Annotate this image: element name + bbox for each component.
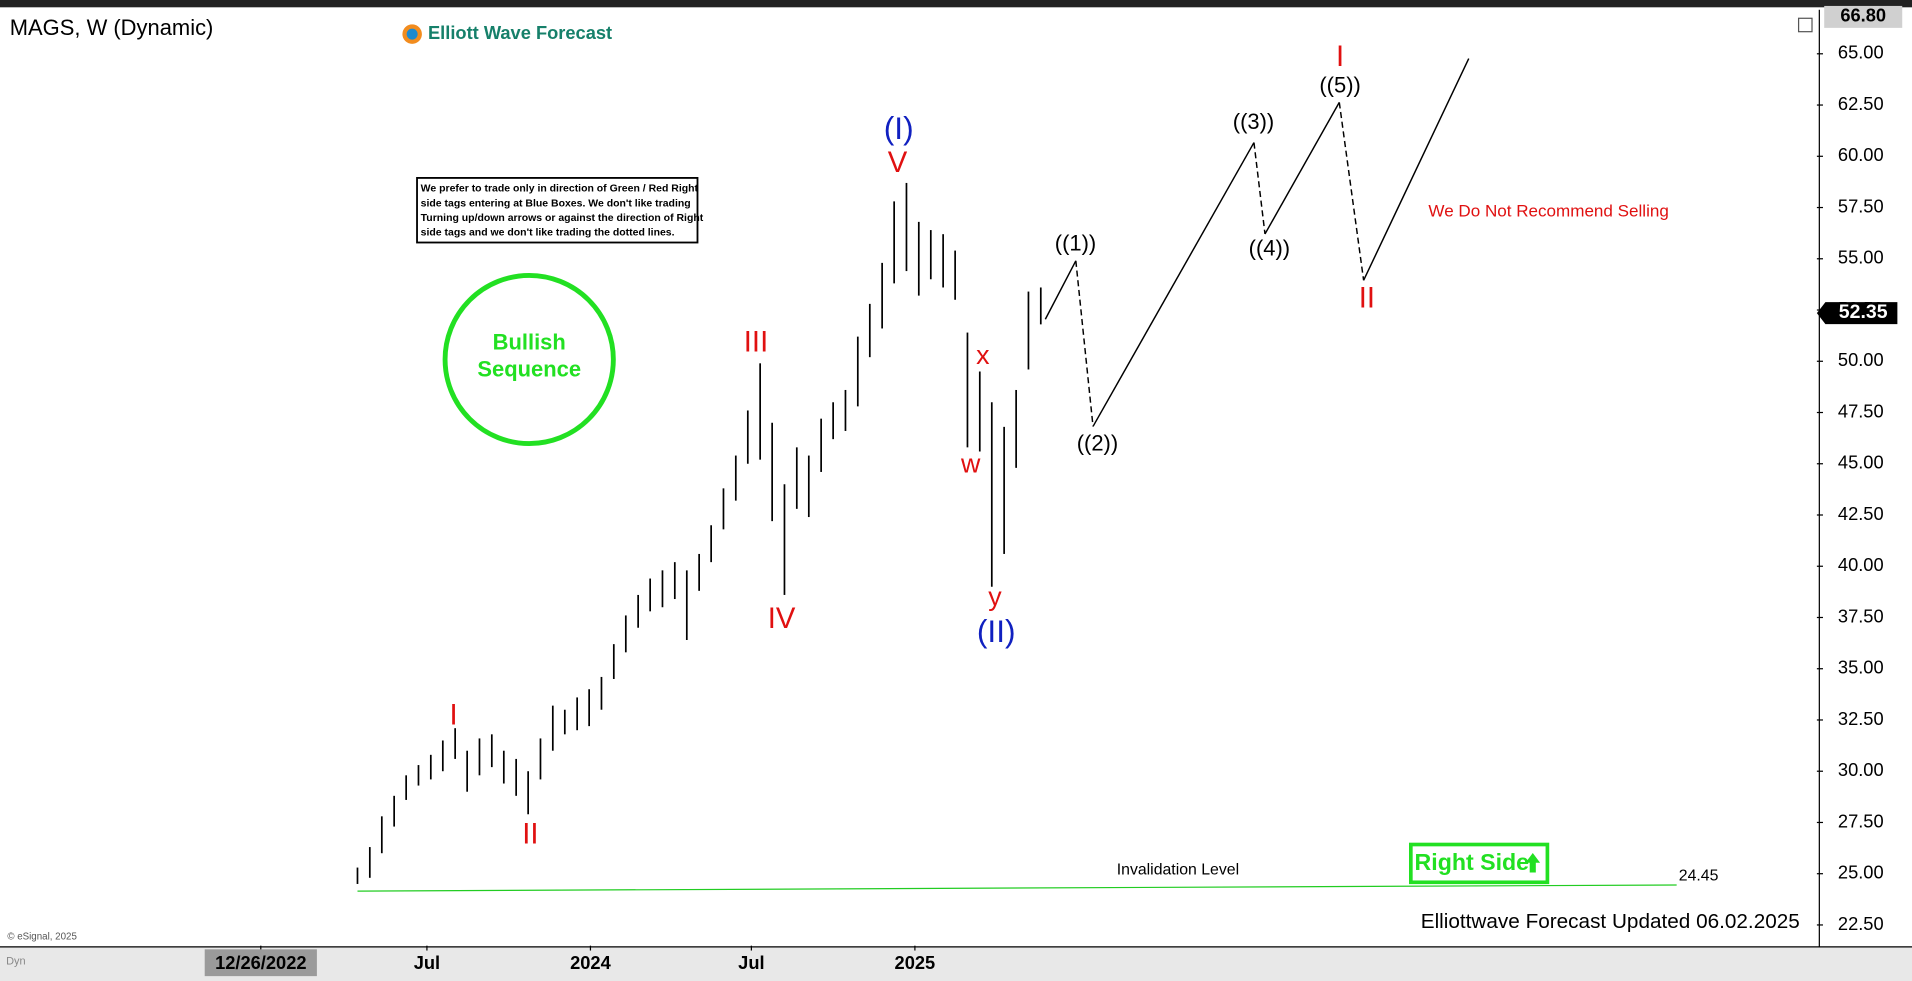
projection-segment xyxy=(1075,260,1094,427)
y-tick-label: 65.00 xyxy=(1838,42,1884,63)
projection-segment xyxy=(1338,102,1365,281)
top-frame xyxy=(0,0,1912,8)
x-tick-label: 2025 xyxy=(895,952,936,973)
wave-label: y xyxy=(988,581,1002,611)
y-tick-label: 45.00 xyxy=(1838,452,1884,473)
brand: Elliott Wave Forecast xyxy=(428,22,612,43)
wave-label: ((4)) xyxy=(1249,236,1290,261)
wave-label: IV xyxy=(768,603,796,635)
y-tick-label: 30.00 xyxy=(1838,759,1884,780)
top-marker-label: 66.80 xyxy=(1840,5,1886,26)
y-tick-label: 22.50 xyxy=(1838,913,1884,934)
badge: Bullish Sequence xyxy=(477,329,581,381)
wave-label: w xyxy=(960,449,981,479)
y-tick-label: 60.00 xyxy=(1838,144,1884,165)
y-tick-label: 40.00 xyxy=(1838,554,1884,575)
projection-segment xyxy=(1264,102,1340,235)
y-tick-label: 55.00 xyxy=(1838,247,1884,268)
y-tick-label: 47.50 xyxy=(1838,400,1884,421)
y-tick-label: 35.00 xyxy=(1838,657,1884,678)
x-tick-label: Jul xyxy=(738,952,764,973)
wave-label: We Do Not Recommend Selling xyxy=(1428,202,1668,221)
x-tick-label: 12/26/2022 xyxy=(215,952,306,973)
projection-segment xyxy=(1092,142,1255,427)
wave-label: I xyxy=(450,699,458,731)
note-line: side tags and we don't like trading the … xyxy=(421,228,675,239)
x-tick-label: Jul xyxy=(414,952,440,973)
wave-label: I xyxy=(1336,41,1344,73)
note-line: We prefer to trade only in direction of … xyxy=(421,184,699,195)
invalidation-label: Invalidation Level xyxy=(1117,862,1239,879)
wave-label: (I) xyxy=(884,110,914,146)
wave-label: ((1)) xyxy=(1055,231,1096,256)
note-line: side tags entering at Blue Boxes. We don… xyxy=(421,198,691,209)
projection-segment xyxy=(1253,142,1266,235)
right-side-label: Right Side xyxy=(1415,849,1530,875)
note-line: Turning up/down arrows or against the di… xyxy=(421,213,704,224)
y-tick-label: 27.50 xyxy=(1838,810,1884,831)
time-axis-band xyxy=(0,946,1912,981)
note: We prefer to trade only in direction of … xyxy=(421,184,704,239)
wave-label: III xyxy=(744,326,768,358)
right-side-box xyxy=(1409,842,1550,885)
y-tick-label: 42.50 xyxy=(1838,503,1884,524)
logo-icon-inner xyxy=(406,28,418,40)
invalidation-value: 24.45 xyxy=(1679,868,1719,885)
wave-label: (II) xyxy=(977,613,1016,649)
last-price-box xyxy=(1816,302,1898,325)
y-tick-label: 37.50 xyxy=(1838,605,1884,626)
wave-label: ((5)) xyxy=(1319,72,1360,97)
wave-label: x xyxy=(976,340,990,370)
wave-label: II xyxy=(1359,283,1375,315)
last-price-label: 52.35 xyxy=(1839,301,1888,323)
x-tick-highlight xyxy=(204,949,317,977)
footer: Elliottwave Forecast Updated 06.02.2025 xyxy=(1421,910,1800,933)
y-tick-label: 62.50 xyxy=(1838,93,1884,114)
x-tick-label: 2024 xyxy=(570,952,611,973)
projection-segment xyxy=(1362,58,1470,281)
y-tick-label: 32.50 xyxy=(1838,708,1884,729)
projection-segment xyxy=(1044,260,1077,320)
wave-label: ((2)) xyxy=(1077,431,1118,456)
y-tick-label: 57.50 xyxy=(1838,195,1884,216)
window-icon xyxy=(1797,17,1813,33)
chart-title: MAGS, W (Dynamic) xyxy=(10,15,214,40)
badge-circle xyxy=(442,272,616,447)
badge-label: Bullish Sequence xyxy=(477,329,581,381)
note-box xyxy=(416,177,699,244)
wave-label: II xyxy=(522,819,538,851)
wave-label: ((3)) xyxy=(1233,109,1274,134)
copyright: © eSignal, 2025 xyxy=(7,932,77,943)
wave-label: V xyxy=(888,147,908,179)
corner-label: Dyn xyxy=(6,955,26,967)
y-tick-label: 50.00 xyxy=(1838,349,1884,370)
top-marker-box xyxy=(1824,5,1903,28)
invalidation-line xyxy=(357,884,1677,892)
y-tick-label: 25.00 xyxy=(1838,862,1884,883)
